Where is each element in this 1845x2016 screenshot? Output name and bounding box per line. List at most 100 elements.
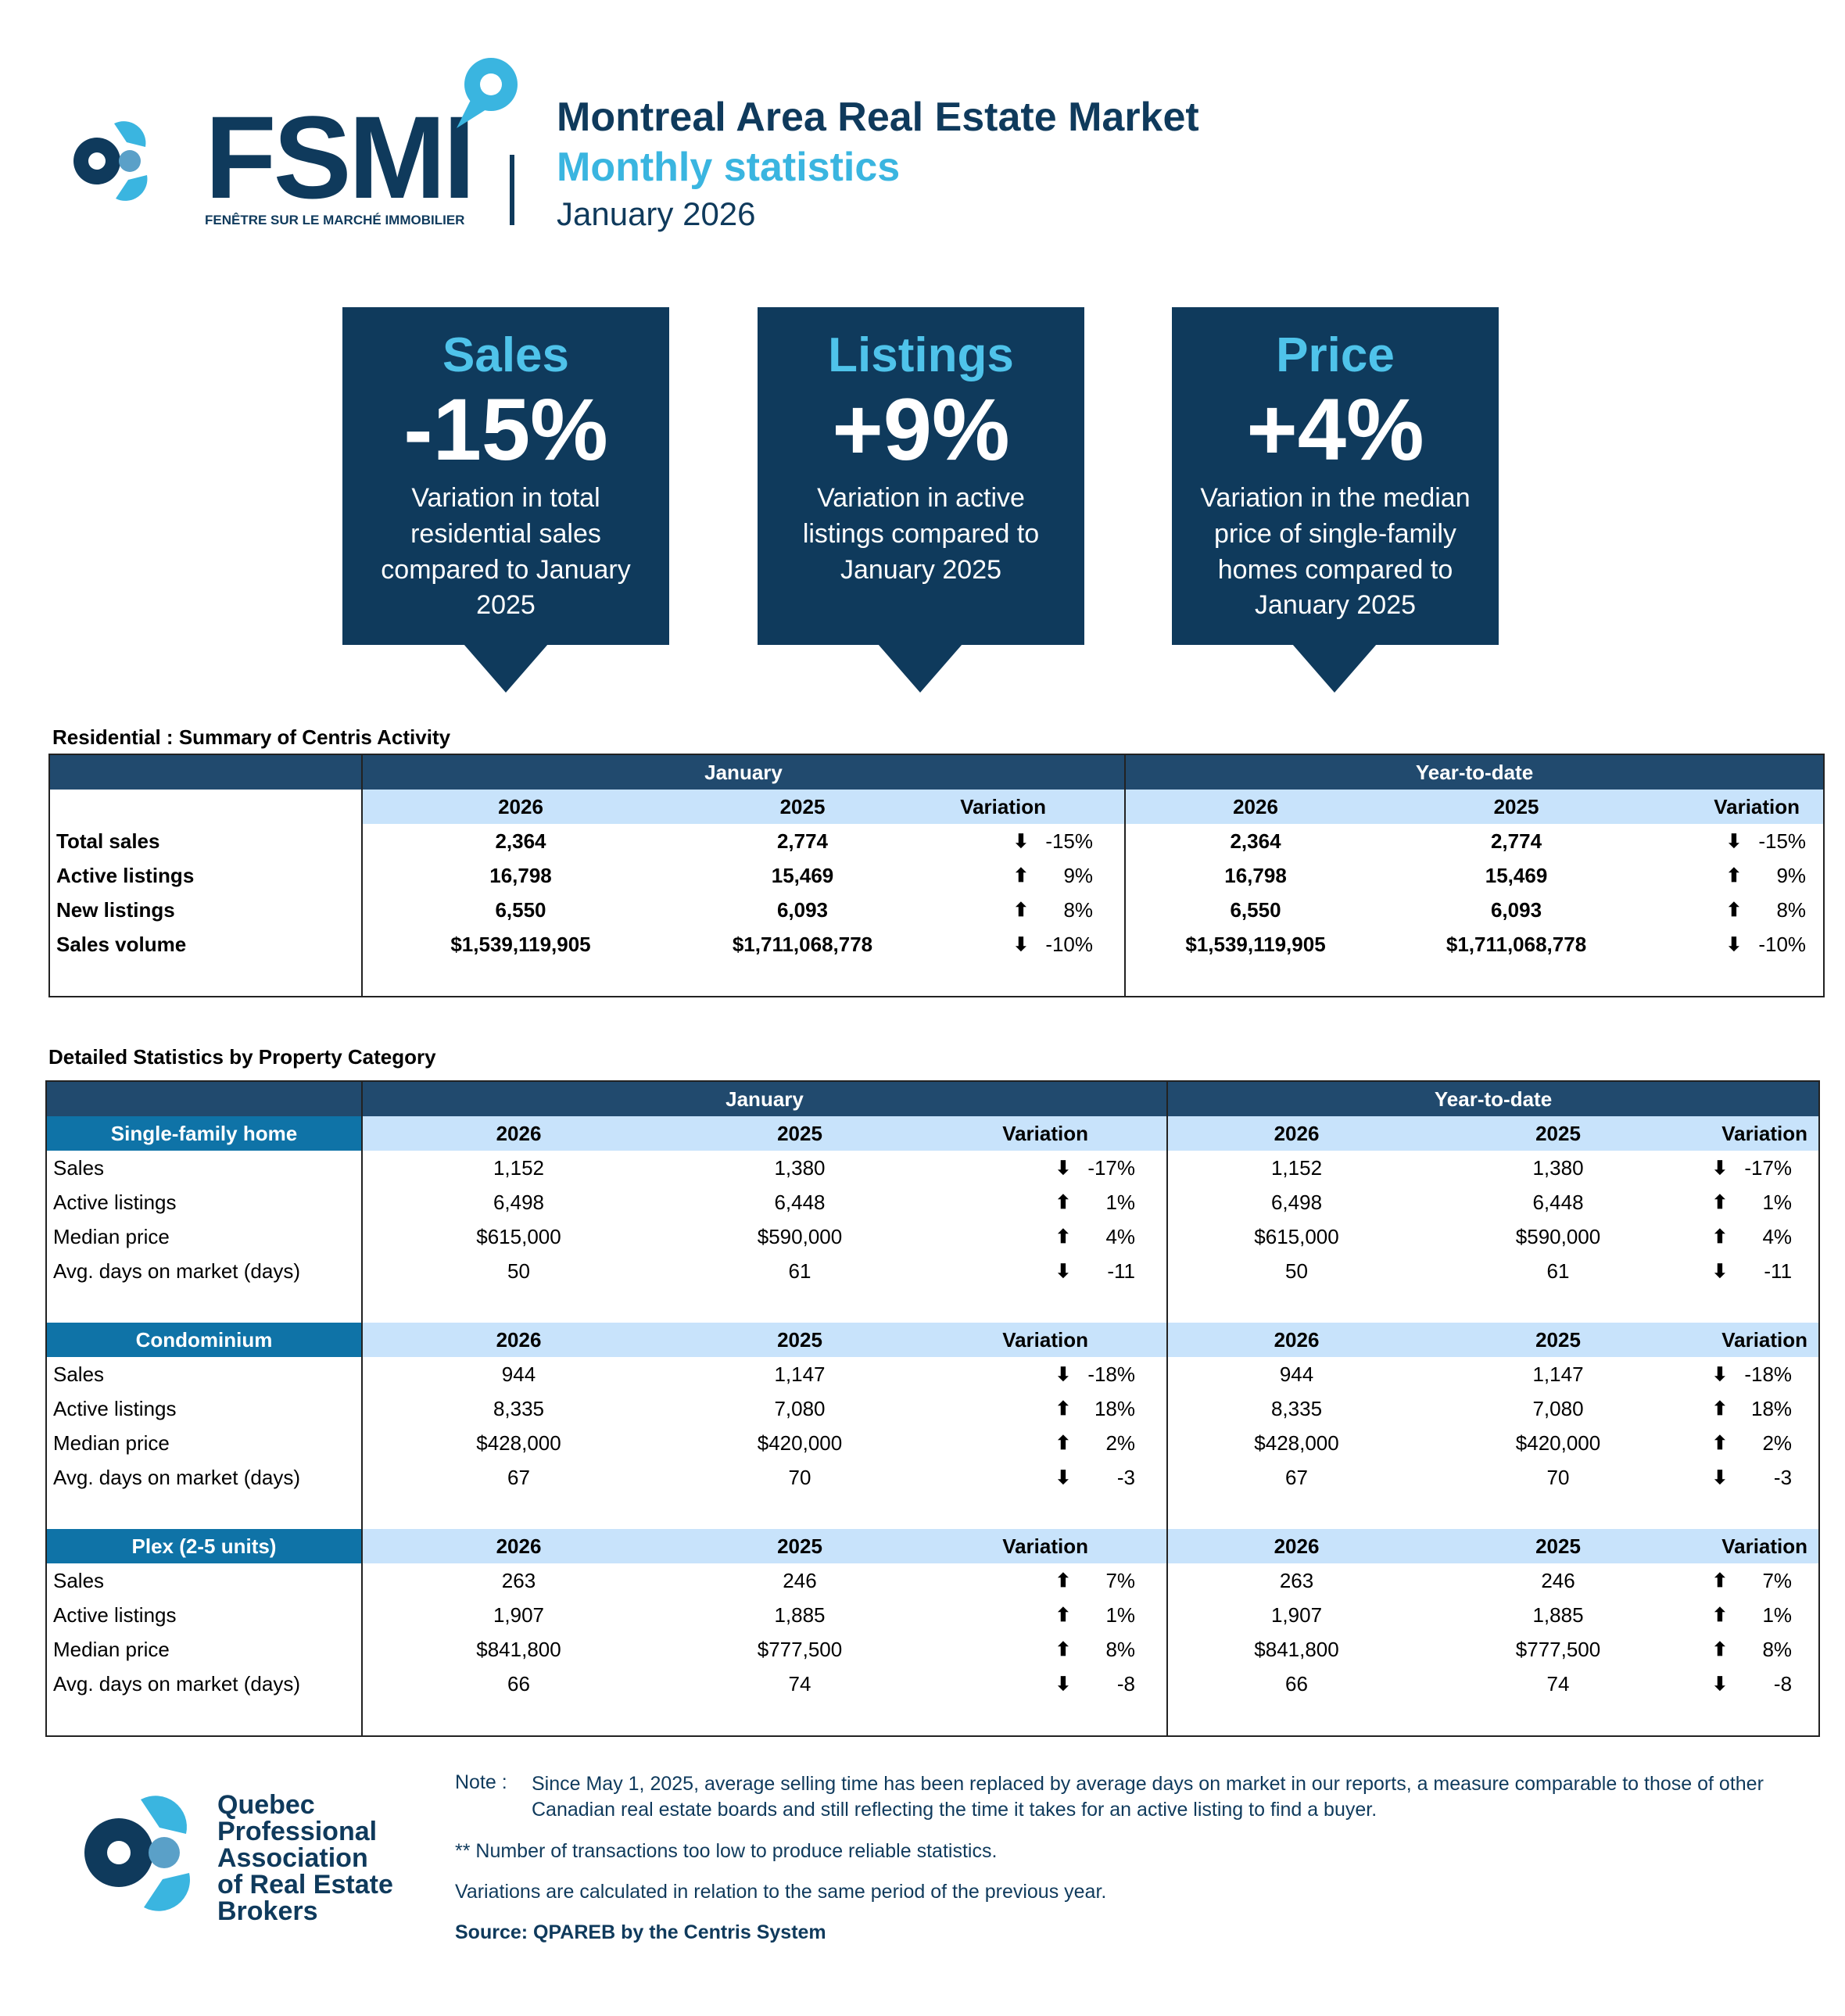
variation-value: -11 <box>1764 1259 1793 1283</box>
spacer-cell <box>1166 1288 1426 1323</box>
col-header-2025: 2025 <box>1425 1529 1692 1563</box>
value-month-2025: 70 <box>788 1465 811 1489</box>
row-label: Active listings <box>46 1598 363 1632</box>
kpi-description: Variation in total residential sales com… <box>381 482 631 621</box>
variation-value: -3 <box>1773 1465 1793 1489</box>
value-month-2025: $420,000 <box>757 1431 843 1455</box>
value-month-2025: 1,885 <box>774 1602 826 1627</box>
category-name: Single-family home <box>46 1116 363 1151</box>
value-month-2026: 50 <box>507 1259 530 1283</box>
variation-value: 8% <box>1762 1637 1793 1661</box>
spacer-cell <box>675 1495 925 1529</box>
col-header-2025: 2025 <box>675 1529 925 1563</box>
spacer-cell <box>925 1288 1167 1323</box>
spacer-cell <box>675 1701 925 1736</box>
arrow-up-icon: ⬆ <box>1012 865 1030 886</box>
variation-wrap: ⬆ 2% <box>1691 1431 1818 1456</box>
arrow-up-icon: ⬆ <box>1055 1432 1072 1454</box>
variation-cell: ⬇ -17% <box>925 1151 1167 1185</box>
variation-value: 8% <box>1105 1637 1136 1661</box>
summary-section-title: Residential : Summary of Centris Activit… <box>52 725 451 749</box>
variation-wrap: ⬆ 4% <box>1691 1225 1818 1249</box>
kpi-listings: Listings +9% Variation in active listing… <box>758 307 1084 645</box>
col-header-variation: Variation <box>926 790 1126 824</box>
arrow-up-icon: ⬆ <box>1711 1226 1729 1248</box>
row-label: Active listings <box>49 858 363 893</box>
arrow-up-icon: ⬆ <box>1055 1604 1072 1626</box>
arrow-down-icon: ⬇ <box>1055 1466 1072 1488</box>
value-month-2026: 944 <box>501 1362 536 1386</box>
table-row: Avg. days on market (days) 67 70 ⬇ -3 67 70 ⬇ -3 <box>46 1460 1819 1495</box>
org-name-line: Quebec <box>217 1790 315 1820</box>
variation-value: -11 <box>1107 1259 1136 1283</box>
variation-wrap: ⬇ -10% <box>1647 933 1823 957</box>
table-row: Active listings 16,798 15,469 ⬆ 9% 16,798 15,4… <box>49 858 1824 893</box>
variation-value: 2% <box>1762 1431 1793 1455</box>
value-month-2026: $841,800 <box>476 1637 561 1661</box>
category-header: Condominium 2026 2025 Variation 2026 2025 Vari… <box>46 1323 1820 1357</box>
table-spacer <box>46 1288 1819 1323</box>
col-header-2025: 2025 <box>675 1323 925 1357</box>
row-label: Sales <box>46 1563 363 1598</box>
variation-value: -18% <box>1087 1362 1136 1386</box>
variation-value: 18% <box>1094 1396 1136 1420</box>
value-month-2025: 74 <box>788 1671 811 1696</box>
variation-value: 7% <box>1762 1568 1793 1592</box>
note-variations: Variations are calculated in relation to… <box>455 1881 1107 1903</box>
report-period: January 2026 <box>557 195 756 232</box>
variation-wrap: ⬆ 8% <box>926 898 1124 922</box>
variation-cell: ⬆ 8% <box>1647 893 1824 927</box>
variation-wrap: ⬇ -18% <box>925 1363 1166 1387</box>
value-ytd-2026: 944 <box>1166 1357 1426 1391</box>
variation-wrap: ⬇ -8 <box>1691 1672 1818 1696</box>
variation-cell: ⬇ -11 <box>1691 1254 1819 1288</box>
table-row: Active listings 6,498 6,448 ⬆ 1% 6,498 6,448 ⬆ 1… <box>46 1185 1819 1219</box>
spacer-cell <box>1425 1288 1691 1323</box>
category-name: Condominium <box>46 1323 363 1357</box>
kpi-sales: Sales -15% Variation in total residentia… <box>342 307 669 645</box>
variation-value: -17% <box>1744 1155 1793 1180</box>
variation-value: 9% <box>1063 863 1094 887</box>
variation-value: 1% <box>1105 1190 1136 1214</box>
variation-cell: ⬆ 9% <box>1647 858 1824 893</box>
variation-wrap: ⬆ 1% <box>925 1191 1166 1215</box>
value-ytd-2025: 15,469 <box>1485 863 1548 887</box>
arrow-down-icon: ⬇ <box>1711 1363 1729 1385</box>
spacer-cell <box>1166 1495 1426 1529</box>
value-ytd-2026: 50 <box>1166 1254 1426 1288</box>
arrow-down-icon: ⬇ <box>1711 1260 1729 1282</box>
col-header-2026: 2026 <box>1166 1529 1426 1563</box>
variation-wrap: ⬇ -10% <box>926 933 1124 957</box>
page-subtitle: Monthly statistics <box>557 145 901 190</box>
note-low-transactions: ** Number of transactions too low to pro… <box>455 1840 998 1862</box>
summary-header-blank <box>49 754 363 790</box>
value-ytd-2025: 246 <box>1541 1568 1575 1592</box>
detailed-header-blank <box>46 1081 363 1116</box>
arrow-up-icon: ⬆ <box>1711 1570 1729 1592</box>
spacer-cell <box>1691 1701 1819 1736</box>
value-month-2025: 15,469 <box>771 863 834 887</box>
kpi-title: Price <box>1276 328 1395 382</box>
row-label: Median price <box>46 1219 363 1254</box>
value-month-2025: 1,147 <box>774 1362 826 1386</box>
variation-value: 18% <box>1750 1396 1793 1420</box>
variation-value: 4% <box>1762 1224 1793 1248</box>
arrow-up-icon: ⬆ <box>1725 865 1743 886</box>
variation-wrap: ⬆ 1% <box>1691 1191 1818 1215</box>
variation-cell: ⬆ 2% <box>1691 1426 1819 1460</box>
note-text: Since May 1, 2025, average selling time … <box>532 1773 1764 1821</box>
arrow-up-icon: ⬆ <box>1055 1570 1072 1592</box>
col-header-2026: 2026 <box>362 1529 675 1563</box>
table-row: Sales volume $1,539,119,905 $1,711,068,778… <box>49 927 1824 961</box>
spacer-cell <box>1425 1701 1691 1736</box>
detailed-section-title: Detailed Statistics by Property Category <box>48 1045 436 1069</box>
spacer-cell <box>1425 1495 1691 1529</box>
qpareb-name: Quebec Professional Association of Real … <box>217 1792 393 1925</box>
col-header-2025: 2025 <box>679 790 926 824</box>
variation-cell: ⬇ -10% <box>926 927 1125 961</box>
value-month-2026: 1,152 <box>493 1155 545 1180</box>
value-month-2026: 6,550 <box>495 897 546 922</box>
spacer-cell <box>1385 961 1647 997</box>
value-month-2025: 1,380 <box>774 1155 826 1180</box>
variation-value: -3 <box>1116 1465 1136 1489</box>
